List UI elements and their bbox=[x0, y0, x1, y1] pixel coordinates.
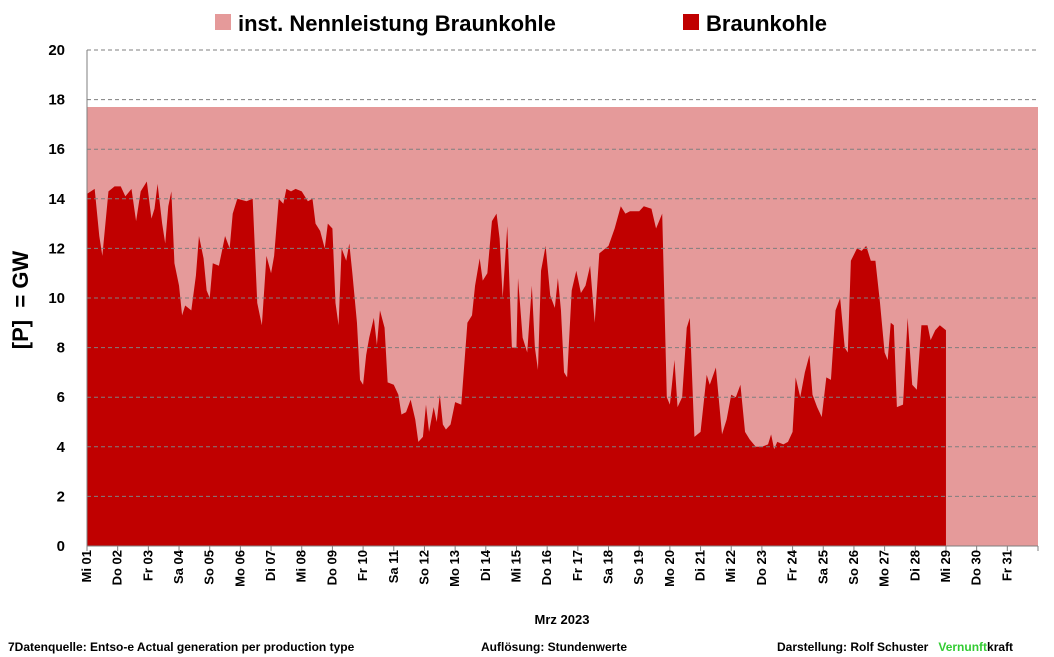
brand-logo-part1: Vernunft bbox=[938, 640, 988, 654]
x-tick-label: Mo 20 bbox=[662, 550, 677, 587]
x-tick-label: So 19 bbox=[631, 550, 646, 585]
gridlines bbox=[87, 49, 1038, 497]
legend-label-generation: Braunkohle bbox=[706, 11, 827, 36]
footer-source: 7Datenquelle: Entso-e Actual generation … bbox=[8, 640, 355, 654]
legend-entry-capacity: inst. Nennleistung Braunkohle bbox=[215, 11, 556, 36]
y-tick-label: 2 bbox=[57, 488, 65, 505]
y-tick-label: 12 bbox=[48, 240, 65, 257]
x-tick-label: Di 21 bbox=[693, 550, 708, 581]
x-tick-label: Do 30 bbox=[969, 550, 984, 585]
x-tick-label: Do 09 bbox=[324, 550, 339, 585]
x-tick-label: Mo 27 bbox=[877, 550, 892, 587]
y-tick-label: 10 bbox=[48, 290, 65, 307]
legend-label-capacity: inst. Nennleistung Braunkohle bbox=[238, 11, 556, 36]
legend: inst. Nennleistung Braunkohle Braunkohle bbox=[215, 11, 827, 36]
y-tick-label: 16 bbox=[48, 141, 65, 158]
x-tick-label: Mi 08 bbox=[294, 550, 309, 583]
footer-author: Darstellung: Rolf Schuster Vernunftkraft bbox=[777, 640, 1013, 654]
brand-logo-part2: kraft bbox=[987, 640, 1014, 654]
x-tick-label: Fr 10 bbox=[355, 550, 370, 581]
x-tick-label: Mi 01 bbox=[79, 550, 94, 583]
y-tick-label: 14 bbox=[48, 191, 65, 208]
area-generation bbox=[87, 181, 946, 546]
footer-author-text: Darstellung: Rolf Schuster bbox=[777, 640, 929, 654]
legend-swatch-capacity bbox=[215, 14, 231, 30]
legend-swatch-generation bbox=[683, 14, 699, 30]
x-tick-label: Mi 22 bbox=[723, 550, 738, 583]
x-tick-label: Sa 25 bbox=[815, 550, 830, 584]
x-tick-label: Sa 04 bbox=[171, 549, 186, 584]
x-tick-label: So 12 bbox=[416, 550, 431, 585]
x-tick-label: Do 16 bbox=[539, 550, 554, 585]
y-tick-label: 8 bbox=[57, 340, 65, 357]
x-tick-label: Sa 11 bbox=[386, 550, 401, 583]
x-tick-label: Di 07 bbox=[263, 550, 278, 581]
x-tick-label: Mo 13 bbox=[447, 550, 462, 587]
y-tick-label: 4 bbox=[57, 439, 66, 456]
x-tick-label: Mi 29 bbox=[938, 550, 953, 583]
x-tick-label: Fr 17 bbox=[570, 550, 585, 581]
plot-area bbox=[87, 107, 1038, 546]
y-tick-label: 20 bbox=[48, 42, 65, 59]
x-tick-label: Mo 06 bbox=[232, 550, 247, 587]
x-tick-label: Fr 31 bbox=[999, 550, 1014, 581]
y-tick-label: 6 bbox=[57, 389, 65, 406]
x-tick-label: So 26 bbox=[846, 550, 861, 585]
x-tick-label: Mi 15 bbox=[508, 550, 523, 583]
x-tick-label: So 05 bbox=[202, 550, 217, 585]
y-axis-label: [P] = GW bbox=[8, 251, 33, 350]
x-tick-label: Di 28 bbox=[907, 550, 922, 581]
y-tick-label: 0 bbox=[57, 538, 65, 555]
x-tick-label: Fr 24 bbox=[785, 549, 800, 581]
x-tick-label: Do 02 bbox=[110, 550, 125, 585]
axes bbox=[86, 50, 1039, 551]
footer-resolution: Auflösung: Stundenwerte bbox=[481, 640, 627, 654]
y-tick-labels: 0 2 4 6 8 10 12 14 16 18 20 bbox=[48, 42, 65, 555]
y-tick-label: 18 bbox=[48, 92, 65, 109]
x-tick-label: Sa 18 bbox=[601, 550, 616, 584]
x-axis-label: Mrz 2023 bbox=[535, 612, 590, 627]
legend-entry-generation: Braunkohle bbox=[683, 11, 827, 36]
x-tick-labels: Mi 01 Do 02 Fr 03 Sa 04 So 05 Mo 06 Di 07 Mi 08… bbox=[79, 549, 1014, 587]
x-tick-label: Di 14 bbox=[478, 549, 493, 581]
x-tick-label: Do 23 bbox=[754, 550, 769, 585]
x-tick-label: Fr 03 bbox=[140, 550, 155, 581]
